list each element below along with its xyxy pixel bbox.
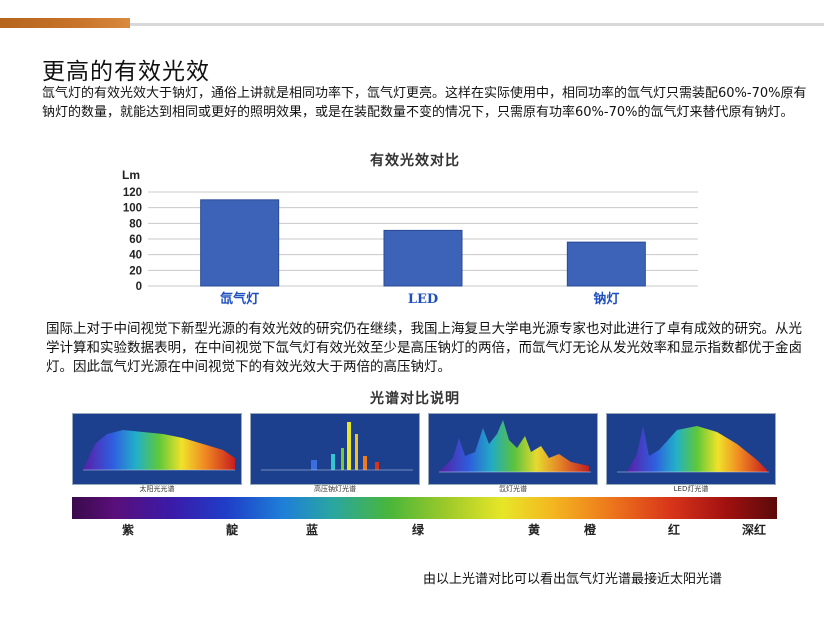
sodium-spectrum-image	[250, 413, 420, 485]
y-tick-label: 20	[129, 265, 142, 277]
footer-conclusion: 由以上光谱对比可以看出氙气灯光谱最接近太阳光谱	[423, 572, 723, 587]
led-spectrum-caption: LED灯光谱	[673, 485, 709, 493]
chart-bars	[200, 199, 646, 287]
color-label-deep-red: 深红	[742, 523, 767, 537]
sunlight-spectrum-image	[72, 413, 242, 485]
bar-0	[200, 199, 280, 287]
color-spectrum-bar	[72, 497, 777, 519]
page-title: 更高的有效光效	[42, 59, 210, 85]
color-label-red: 红	[668, 523, 681, 537]
chart-title: 有效光效对比	[370, 153, 460, 169]
color-label-indigo: 靛	[226, 523, 239, 537]
bar-1	[383, 229, 463, 287]
color-label-blue: 蓝	[306, 523, 319, 537]
y-tick-label: 40	[129, 250, 142, 262]
bar-2	[566, 241, 646, 287]
y-axis-unit-label: Lm	[122, 168, 140, 182]
category-label: 氙气灯	[220, 291, 259, 307]
sunlight-spectrum-caption: 太阳光光谱	[139, 485, 175, 493]
spectrum-title: 光谱对比说明	[370, 391, 460, 407]
header-divider-line	[130, 23, 824, 26]
led-spectrum-image	[606, 413, 776, 485]
efficacy-bar-chart: Lm 0 20 40 60 80 100 120 氙气灯 LED 钠灯	[122, 168, 698, 307]
xenon-spectrum-caption: 氙灯光谱	[499, 485, 527, 493]
y-tick-label: 100	[123, 203, 142, 215]
color-label-green: 绿	[412, 523, 425, 537]
intro-paragraph: 氙气灯的有效光效大于钠灯，通俗上讲就是相同功率下，氙气灯更亮。这样在实际使用中，…	[42, 86, 807, 120]
color-label-orange: 橙	[584, 523, 597, 537]
color-label-violet: 紫	[122, 523, 135, 537]
header-decoration	[0, 18, 824, 30]
sodium-spectrum-caption: 高压钠灯光谱	[314, 485, 356, 493]
header-accent-bar	[0, 18, 130, 28]
y-tick-label: 60	[129, 234, 142, 246]
chart-y-axis: Lm 0 20 40 60 80 100 120	[122, 168, 142, 293]
chart-category-labels: 氙气灯 LED 钠灯	[220, 291, 619, 307]
y-tick-label: 120	[123, 187, 142, 199]
y-tick-label: 80	[129, 218, 142, 230]
category-label: LED	[408, 292, 438, 307]
y-tick-label: 0	[136, 281, 142, 293]
xenon-spectrum-image	[428, 413, 598, 485]
color-label-yellow: 黄	[528, 523, 541, 537]
category-label: 钠灯	[593, 291, 619, 307]
research-paragraph: 国际上对于中间视觉下新型光源的有效光效的研究仍在继续，我国上海复旦大学电光源专家…	[46, 321, 802, 375]
